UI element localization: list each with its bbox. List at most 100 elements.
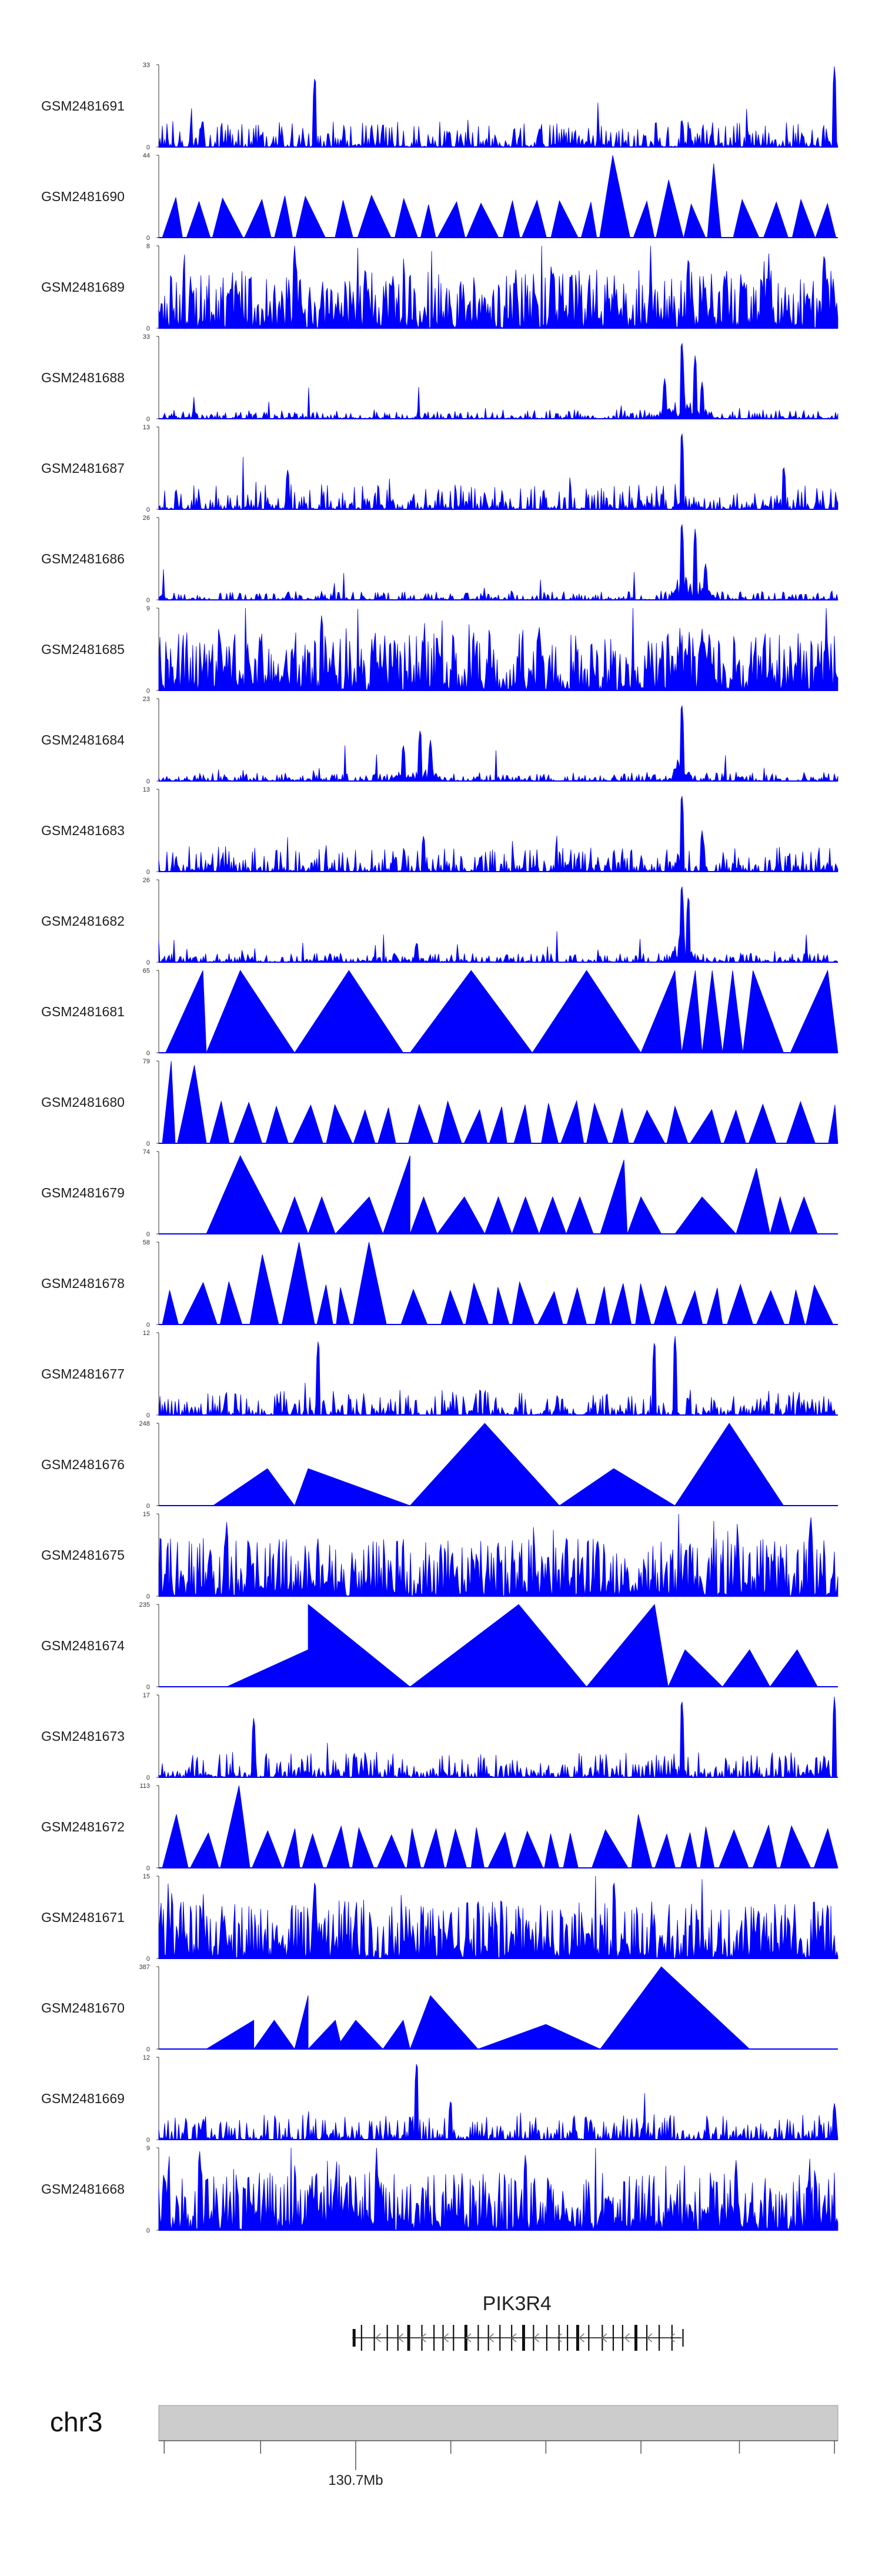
gene-annotation-track: PIK3R4	[352, 2293, 684, 2351]
data-tracks: GSM2481691330GSM2481690440GSM248168980GS…	[41, 62, 838, 2234]
y-max-label: 79	[143, 1058, 150, 1065]
y-max-label: 15	[143, 1873, 150, 1880]
track-label: GSM2481690	[41, 189, 125, 204]
chromosome-ideogram	[158, 2405, 838, 2441]
gene-label: PIK3R4	[483, 2293, 552, 2315]
track-label: GSM2481687	[41, 461, 125, 476]
strand-arrow-icon	[397, 2333, 404, 2343]
coverage-area	[159, 1242, 838, 1325]
y-max-label: 15	[143, 1511, 150, 1518]
coverage-area	[158, 524, 838, 601]
y-max-label: 13	[143, 424, 150, 431]
track-label: GSM2481679	[41, 1185, 125, 1200]
strand-arrow-icon	[443, 2333, 449, 2343]
strand-arrow-icon	[556, 2333, 562, 2343]
y-min-label: 0	[146, 688, 150, 695]
coverage-area	[158, 1513, 838, 1597]
track-GSM2481677: GSM2481677 12 0	[41, 1330, 838, 1419]
track-GSM2481678: GSM2481678 58 0	[41, 1239, 838, 1329]
track-label: GSM2481671	[41, 1910, 125, 1925]
coverage-area	[158, 433, 838, 510]
coverage-area	[159, 1604, 838, 1688]
y-min-label: 0	[146, 597, 150, 604]
track-label: GSM2481670	[41, 2000, 125, 2016]
coverage-area	[158, 1696, 838, 1778]
y-min-label: 0	[146, 1774, 150, 1781]
y-max-label: 12	[143, 1330, 150, 1337]
y-min-label: 0	[146, 1050, 150, 1057]
strand-arrow-icon	[669, 2333, 675, 2343]
coverage-area	[158, 1336, 838, 1416]
track-GSM2481683: GSM2481683 13 0	[41, 786, 838, 876]
coverage-area	[159, 155, 838, 238]
y-min-label: 0	[146, 235, 150, 242]
track-GSM2481685: GSM2481685 9 0	[41, 605, 838, 695]
y-min-label: 0	[146, 1140, 150, 1147]
strand-arrow-icon	[510, 2333, 517, 2343]
coverage-area	[158, 796, 838, 873]
track-label: GSM2481680	[41, 1095, 125, 1110]
track-GSM2481671: GSM2481671 15 0	[41, 1873, 838, 1963]
y-max-label: 12	[143, 2054, 150, 2061]
track-GSM2481670: GSM2481670 387 0	[41, 1964, 838, 2053]
y-min-label: 0	[146, 959, 150, 966]
y-min-label: 0	[146, 144, 150, 151]
y-min-label: 0	[146, 1322, 150, 1329]
coverage-area	[158, 1876, 838, 1960]
coverage-area	[158, 245, 838, 329]
y-max-label: 74	[143, 1149, 150, 1156]
y-min-label: 0	[146, 2137, 150, 2144]
track-GSM2481689: GSM2481689 8 0	[41, 243, 838, 332]
y-max-label: 235	[139, 1601, 150, 1609]
coverage-area	[159, 1423, 838, 1506]
y-min-label: 0	[146, 778, 150, 785]
track-label: GSM2481683	[41, 823, 125, 838]
track-label: GSM2481691	[41, 98, 125, 114]
y-max-label: 26	[143, 877, 150, 884]
y-max-label: 33	[143, 333, 150, 341]
y-max-label: 23	[143, 696, 150, 703]
track-label: GSM2481673	[41, 1729, 125, 1744]
track-label: GSM2481684	[41, 732, 125, 748]
coverage-area	[159, 969, 838, 1053]
y-min-label: 0	[146, 1684, 150, 1691]
y-max-label: 17	[143, 1692, 150, 1699]
track-GSM2481686: GSM2481686 26 0	[41, 515, 838, 604]
y-min-label: 0	[146, 1865, 150, 1872]
track-GSM2481673: GSM2481673 17 0	[41, 1692, 838, 1781]
y-min-label: 0	[146, 1956, 150, 1963]
track-label: GSM2481676	[41, 1457, 125, 1472]
coverage-area	[158, 886, 838, 963]
track-label: GSM2481686	[41, 551, 125, 566]
coverage-area	[159, 1785, 838, 1868]
y-max-label: 113	[139, 1783, 150, 1790]
track-label: GSM2481668	[41, 2181, 125, 2197]
strand-arrow-icon	[624, 2333, 630, 2343]
track-GSM2481679: GSM2481679 74 0	[41, 1149, 838, 1238]
y-max-label: 9	[146, 605, 150, 612]
strand-arrow-icon	[420, 2333, 426, 2343]
track-label: GSM2481682	[41, 913, 125, 929]
y-min-label: 0	[146, 2227, 150, 2234]
y-min-label: 0	[146, 416, 150, 423]
track-GSM2481680: GSM2481680 79 0	[41, 1058, 838, 1147]
track-label: GSM2481675	[41, 1547, 125, 1563]
track-label: GSM2481681	[41, 1004, 125, 1019]
track-GSM2481675: GSM2481675 15 0	[41, 1511, 838, 1600]
coverage-area	[158, 608, 838, 691]
y-max-label: 58	[143, 1239, 150, 1246]
track-label: GSM2481678	[41, 1276, 125, 1291]
y-min-label: 0	[146, 506, 150, 513]
track-label: GSM2481677	[41, 1366, 125, 1382]
y-max-label: 387	[139, 1964, 150, 1971]
y-min-label: 0	[146, 1593, 150, 1600]
track-GSM2481691: GSM2481691 33 0	[41, 62, 838, 151]
track-GSM2481687: GSM2481687 13 0	[41, 424, 838, 513]
y-max-label: 9	[146, 2145, 150, 2152]
track-GSM2481668: GSM2481668 9 0	[41, 2145, 838, 2234]
track-label: GSM2481674	[41, 1638, 125, 1653]
track-label: GSM2481672	[41, 1819, 125, 1834]
y-max-label: 8	[146, 243, 150, 250]
y-min-label: 0	[146, 869, 150, 876]
